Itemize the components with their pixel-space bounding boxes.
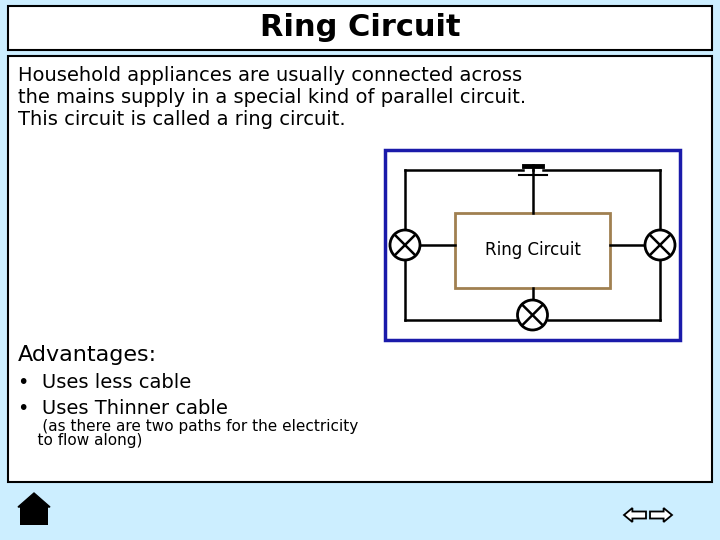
Text: the mains supply in a special kind of parallel circuit.: the mains supply in a special kind of pa… (18, 88, 526, 107)
Text: This circuit is called a ring circuit.: This circuit is called a ring circuit. (18, 110, 346, 129)
Circle shape (518, 300, 547, 330)
Text: Household appliances are usually connected across: Household appliances are usually connect… (18, 66, 522, 85)
Text: to flow along): to flow along) (18, 433, 143, 448)
Text: Ring Circuit: Ring Circuit (485, 241, 580, 259)
Circle shape (645, 230, 675, 260)
Circle shape (390, 230, 420, 260)
Text: •  Uses Thinner cable: • Uses Thinner cable (18, 399, 228, 418)
Text: Ring Circuit: Ring Circuit (260, 14, 460, 43)
Polygon shape (650, 508, 672, 522)
Text: (as there are two paths for the electricity: (as there are two paths for the electric… (18, 419, 359, 434)
Text: •  Uses less cable: • Uses less cable (18, 373, 192, 392)
Polygon shape (624, 508, 646, 522)
Text: Advantages:: Advantages: (18, 345, 157, 365)
Bar (8, 56, 712, 482)
Bar (8, 6, 712, 50)
Bar (20, 507, 48, 525)
Bar (455, 213, 610, 287)
Bar (385, 150, 680, 340)
Polygon shape (18, 493, 50, 507)
